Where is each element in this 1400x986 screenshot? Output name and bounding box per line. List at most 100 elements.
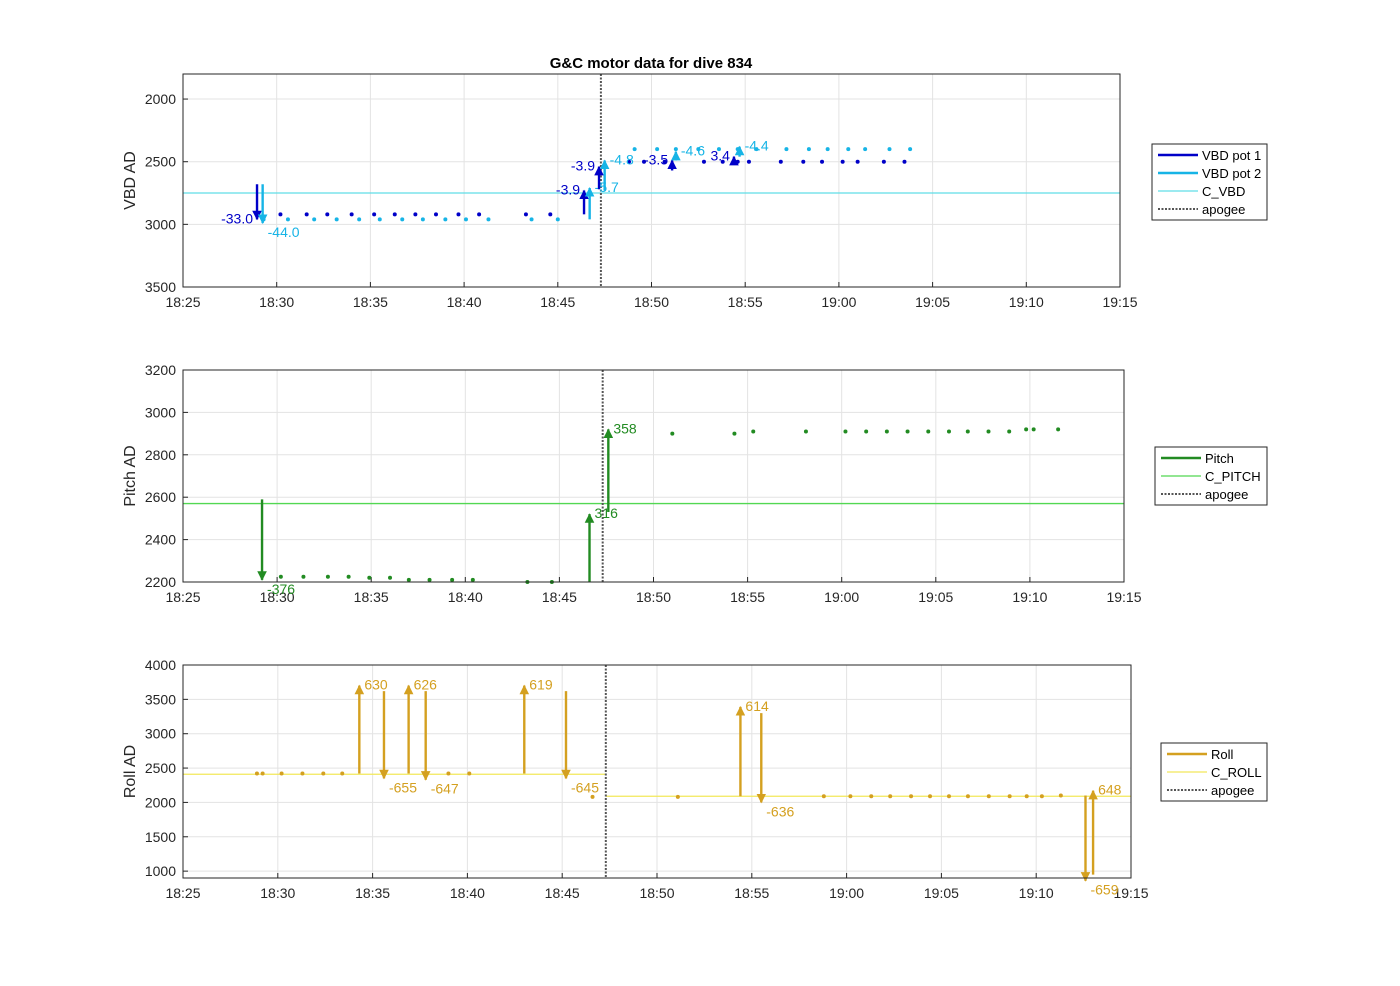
arrow-value-label: -4.4 xyxy=(745,138,769,154)
data-point xyxy=(334,217,339,222)
legend-entry: C_VBD xyxy=(1202,184,1245,199)
data-point xyxy=(946,794,951,799)
x-tick-label: 18:55 xyxy=(728,294,763,310)
y-tick-label: 3500 xyxy=(145,691,176,707)
data-point xyxy=(1039,794,1044,799)
data-point xyxy=(349,212,354,217)
data-point xyxy=(260,771,265,776)
arrow-value-label: -4.8 xyxy=(610,151,634,167)
x-tick-label: 18:30 xyxy=(259,294,294,310)
data-point xyxy=(443,217,448,222)
panel-2: 18:25 18:30 18:35 18:40 18:45 18:50 18:55 19:00… xyxy=(122,362,1268,605)
data-point xyxy=(820,159,825,164)
x-tick-label: 19:05 xyxy=(924,885,959,901)
data-point xyxy=(855,159,860,164)
data-point xyxy=(450,577,455,582)
arrow-value-label: -376 xyxy=(267,581,295,597)
legend-box xyxy=(1154,446,1268,506)
x-tick-label: 19:00 xyxy=(824,589,859,605)
data-point xyxy=(477,212,482,217)
data-point xyxy=(312,217,317,222)
data-point xyxy=(848,794,853,799)
x-tick-label: 19:00 xyxy=(829,885,864,901)
data-point xyxy=(1056,427,1061,432)
x-tick-label: 18:45 xyxy=(545,885,580,901)
x-tick-label: 18:35 xyxy=(353,294,388,310)
data-point xyxy=(902,159,907,164)
arrow-value-label: -44.0 xyxy=(268,224,300,240)
x-tick-label: 18:50 xyxy=(639,885,674,901)
arrow-value-label: 630 xyxy=(364,677,388,693)
data-point xyxy=(863,147,868,152)
data-point xyxy=(325,574,330,579)
x-tick-label: 19:15 xyxy=(1102,294,1137,310)
y-axis-label: VBD AD xyxy=(122,151,139,210)
y-tick-label: 2500 xyxy=(145,154,176,170)
data-point xyxy=(864,429,869,434)
data-point xyxy=(701,159,706,164)
legend-box xyxy=(1151,143,1268,221)
y-tick-label: 4000 xyxy=(145,657,176,673)
data-point xyxy=(746,159,751,164)
data-point xyxy=(406,577,411,582)
data-point xyxy=(735,159,740,164)
y-tick-label: 1500 xyxy=(145,829,176,845)
y-tick-label: 3000 xyxy=(145,726,176,742)
legend-entry: C_PITCH xyxy=(1205,469,1261,484)
x-tick-label: 18:30 xyxy=(260,589,295,605)
data-point xyxy=(803,429,808,434)
data-point xyxy=(696,147,701,152)
legend-entry: Pitch xyxy=(1205,451,1234,466)
data-point xyxy=(887,147,892,152)
data-point xyxy=(778,159,783,164)
data-point xyxy=(388,575,393,580)
data-point xyxy=(1031,427,1036,432)
x-tick-label: 18:45 xyxy=(540,294,575,310)
data-point xyxy=(965,794,970,799)
arrow-value-label: -3.9 xyxy=(571,158,595,174)
data-point xyxy=(340,771,345,776)
data-point xyxy=(627,159,632,164)
arrow-value-label: -33.0 xyxy=(221,210,253,226)
data-point xyxy=(427,577,432,582)
data-point xyxy=(446,771,451,776)
arrow-value-label: 614 xyxy=(745,698,769,714)
y-tick-label: 3000 xyxy=(145,216,176,232)
chart-title: G&C motor data for dive 834 xyxy=(550,55,753,72)
data-point xyxy=(357,217,362,222)
data-point xyxy=(254,771,259,776)
x-tick-label: 18:55 xyxy=(730,589,765,605)
y-tick-label: 1000 xyxy=(145,863,176,879)
y-tick-label: 2800 xyxy=(145,447,176,463)
data-point xyxy=(1024,427,1029,432)
data-point xyxy=(632,147,637,152)
data-point xyxy=(751,429,756,434)
data-point xyxy=(720,159,725,164)
data-point xyxy=(372,212,377,217)
legend-entry: C_ROLL xyxy=(1211,765,1262,780)
arrow-value-label: 648 xyxy=(1098,782,1122,798)
data-point xyxy=(840,159,845,164)
legend-entry: apogee xyxy=(1205,487,1248,502)
arrow-value-label: 3.4 xyxy=(710,148,730,164)
data-point xyxy=(463,217,468,222)
data-point xyxy=(732,431,737,436)
data-point xyxy=(1007,794,1012,799)
data-point xyxy=(881,159,886,164)
data-point xyxy=(1024,794,1029,799)
data-point xyxy=(821,794,826,799)
data-point xyxy=(946,429,951,434)
data-point xyxy=(908,147,913,152)
y-tick-label: 2000 xyxy=(145,91,176,107)
y-tick-label: 3200 xyxy=(145,362,176,378)
data-point xyxy=(843,429,848,434)
data-point xyxy=(470,577,475,582)
data-point xyxy=(346,574,351,579)
x-tick-label: 19:05 xyxy=(918,589,953,605)
data-point xyxy=(433,212,438,217)
data-point xyxy=(926,429,931,434)
